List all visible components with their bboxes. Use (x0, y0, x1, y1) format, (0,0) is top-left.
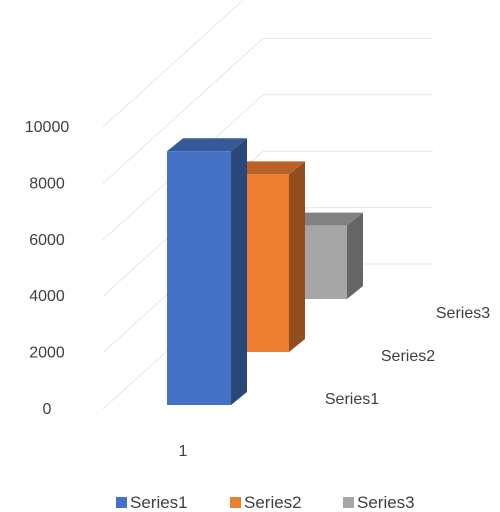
legend: Series1 Series2 Series3 (116, 493, 415, 512)
bar-side-face (347, 212, 363, 299)
y-tick-label: 6000 (29, 232, 65, 249)
bar-side-face (289, 161, 305, 352)
legend-label: Series3 (357, 493, 415, 512)
bar-top-face (167, 138, 247, 152)
y-tick-label: 0 (43, 401, 52, 418)
legend-swatch (116, 497, 127, 508)
legend-item-series3: Series3 (343, 493, 415, 512)
legend-label: Series2 (244, 493, 302, 512)
legend-swatch (343, 497, 354, 508)
y-tick-label: 8000 (29, 175, 65, 192)
y-tick-label: 4000 (29, 288, 65, 305)
legend-item-series1: Series1 (116, 493, 188, 512)
depth-axis-label: Series2 (381, 348, 435, 365)
x-category-label: 1 (179, 443, 188, 460)
bar-side-face (231, 138, 247, 405)
legend-swatch (230, 497, 241, 508)
legend-label: Series1 (130, 493, 188, 512)
bar-series1 (167, 138, 247, 405)
legend-item-series2: Series2 (230, 493, 302, 512)
bar-front-face (167, 151, 231, 405)
gridline-diagonal (102, 0, 244, 128)
y-tick-label: 10000 (25, 119, 70, 136)
depth-axis-label: Series1 (325, 391, 379, 408)
text-layer: 0 2000 4000 6000 8000 10000 1 Series1 Series2 Ser… (25, 119, 490, 460)
depth-axis-label: Series3 (436, 305, 490, 322)
gridline-diagonal (102, 38, 264, 184)
y-tick-label: 2000 (29, 345, 65, 362)
bars-layer (167, 138, 363, 405)
